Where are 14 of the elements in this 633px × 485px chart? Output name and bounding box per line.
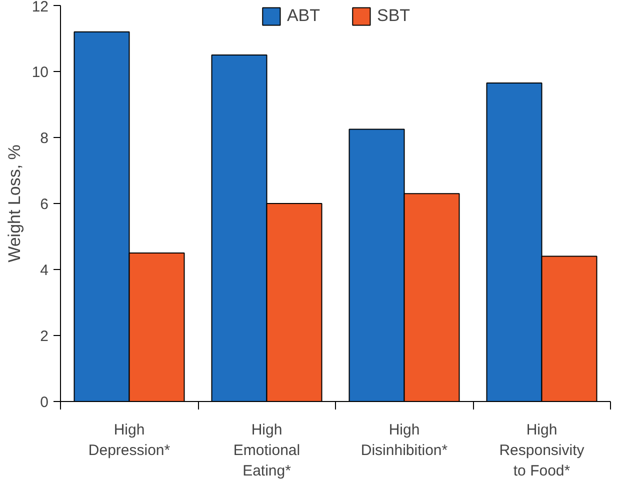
legend-label: SBT [377, 6, 410, 26]
y-tick-label: 12 [32, 0, 49, 16]
legend-label: ABT [286, 6, 320, 26]
y-axis-title: Weight Loss, % [4, 144, 24, 262]
y-tick-label: 10 [32, 64, 49, 81]
y-tick-label: 8 [40, 130, 48, 147]
x-tick-label: High Responsivity to Food* [499, 422, 585, 480]
x-tick-label: High Emotional Eating* [233, 422, 300, 480]
y-tick-label: 4 [40, 262, 48, 279]
y-tick-label: 6 [40, 196, 48, 213]
x-tick-label: High Disinhibition* [360, 422, 448, 459]
x-tick-label: High Depression* [88, 422, 170, 459]
y-tick-label: 2 [40, 328, 48, 345]
y-tick-label: 0 [40, 394, 48, 411]
